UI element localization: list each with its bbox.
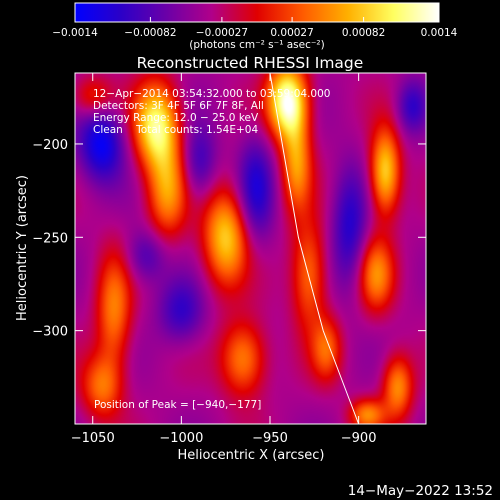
annotation-clean-counts: Clean Total counts: 1.54E+04 [93,124,258,136]
solar-limb-line [269,72,360,425]
plot-frame [74,72,427,425]
x-tick-label: −1000 [159,431,203,446]
annotation-detectors: Detectors: 3F 4F 5F 6F 7F 8F, All [93,100,264,112]
x-axis-label: Heliocentric X (arcsec) [178,448,325,463]
footer-timestamp: 14−May−2022 13:52 [348,483,493,499]
heatmap-image [75,73,426,424]
colorbar-tick-label: −0.00027 [196,27,248,39]
heatmap-image-holder [75,73,426,424]
x-tick-label: −1050 [71,431,115,446]
colorbar-tick-label: −0.0014 [52,27,98,39]
y-tick-label: −250 [32,231,68,246]
annotation-energy-range: Energy Range: 12.0 − 25.0 keV [93,112,259,124]
y-tick-label: −200 [32,138,68,153]
colorbar-tick-label: 0.0014 [421,27,458,39]
annotation-peak-position: Position of Peak = [−940,−177] [94,399,261,411]
annotation-time-range: 12−Apr−2014 03:54:32.000 to 03:59:04.000 [93,88,330,100]
x-tick-label: −900 [341,431,377,446]
x-tick-label: −950 [252,431,288,446]
x-axis-ticks: −1050 −1000 −950 −900 [71,73,377,446]
chart-title: Reconstructed RHESSI Image [137,54,364,72]
colorbar-ticks: −0.0014 −0.00082 −0.00027 0.00027 0.00082 0.0… [52,17,458,39]
colorbar-unit-label: (photons cm⁻² s⁻¹ asec⁻²) [189,39,324,51]
colorbar: −0.0014 −0.00082 −0.00027 0.00027 0.00082 0.0… [52,2,458,51]
y-axis-label: Heliocentric Y (arcsec) [15,175,30,321]
y-axis-ticks: −200 −250 −300 [32,138,426,340]
plot-area: −1050 −1000 −950 −900 −200 −250 −300 12−Apr−2… [32,72,427,446]
colorbar-bar [74,2,440,23]
colorbar-tick-label: 0.00027 [270,27,313,39]
y-tick-label: −300 [32,325,68,340]
colorbar-tick-label: −0.00082 [124,27,176,39]
colorbar-tick-label: 0.00082 [342,27,385,39]
